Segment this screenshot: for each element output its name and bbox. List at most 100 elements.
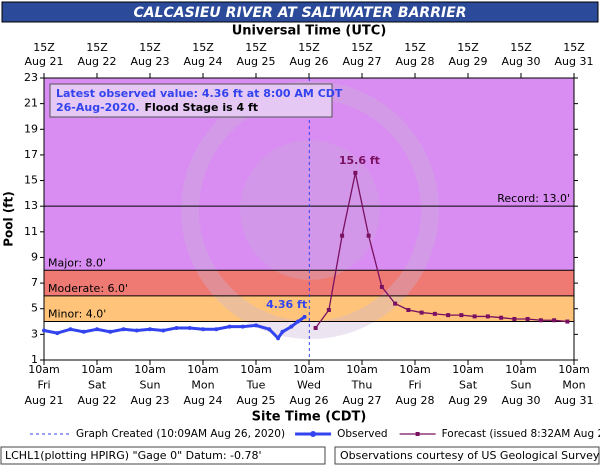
x-tick-label: 10am bbox=[28, 363, 59, 376]
x-tick-label: Aug 28 bbox=[396, 394, 435, 407]
series-line bbox=[315, 172, 568, 329]
value-label: 15.6 ft bbox=[339, 154, 380, 167]
forecast-point bbox=[565, 319, 570, 324]
x-tick-label: Mon bbox=[562, 379, 585, 392]
footer-box bbox=[0, 446, 326, 465]
threshold-label: Moderate: 6.0' bbox=[48, 282, 128, 295]
x-tick-label: Aug 24 bbox=[184, 394, 223, 407]
value-label: 4.36 ft bbox=[266, 298, 307, 311]
x-tick-label: Sun bbox=[140, 379, 161, 392]
footer-right: Observations courtesy of US Geological S… bbox=[340, 449, 600, 462]
observed-point bbox=[174, 325, 179, 330]
top-x-tick-label: Aug 26 bbox=[290, 55, 329, 68]
flood-stage: Flood Stage is 4 ft bbox=[144, 101, 258, 114]
forecast-point bbox=[538, 318, 543, 323]
top-x-tick-label: Aug 23 bbox=[131, 55, 170, 68]
forecast-point bbox=[525, 316, 530, 321]
footer-left: LCHL1(plotting HPIRG) "Gage 0" Datum: -0… bbox=[5, 449, 262, 462]
title-bar bbox=[1, 1, 599, 23]
forecast-point bbox=[485, 314, 490, 319]
forecast-point bbox=[459, 313, 464, 318]
top-x-tick-label: Aug 22 bbox=[78, 55, 117, 68]
chart-title: CALCASIEU RIVER AT SALTWATER BARRIER bbox=[133, 5, 466, 21]
top-x-tick-label: Aug 31 bbox=[555, 55, 594, 68]
threshold-label: Major: 8.0' bbox=[48, 256, 106, 269]
x-tick-label: 10am bbox=[81, 363, 112, 376]
top-x-tick-label: 15Z bbox=[86, 41, 108, 54]
y-tick-label: 11 bbox=[24, 225, 38, 238]
observed-point bbox=[55, 331, 60, 336]
forecast-point bbox=[353, 170, 358, 175]
x-tick-label: 10am bbox=[399, 363, 430, 376]
x-tick-label: Fri bbox=[37, 379, 50, 392]
x-tick-label: 10am bbox=[346, 363, 377, 376]
observed-point bbox=[276, 336, 281, 341]
x-tick-label: Aug 26 bbox=[290, 394, 329, 407]
x-tick-label: Sat bbox=[459, 379, 478, 392]
forecast-point bbox=[432, 311, 437, 316]
observed-point bbox=[108, 329, 113, 334]
x-tick-label: Aug 25 bbox=[237, 394, 276, 407]
top-x-tick-label: 15Z bbox=[457, 41, 479, 54]
record-label: Record: 13.0' bbox=[497, 192, 570, 205]
x-tick-label: Sat bbox=[88, 379, 107, 392]
y-tick-label: 1 bbox=[31, 353, 38, 366]
info-box bbox=[49, 83, 333, 118]
observed-point bbox=[201, 327, 205, 332]
x-tick-label: 10am bbox=[558, 363, 589, 376]
top-axis-title: Universal Time (UTC) bbox=[232, 24, 387, 39]
forecast-point bbox=[446, 313, 451, 318]
plot-border bbox=[43, 77, 575, 361]
x-tick-label: Aug 23 bbox=[131, 394, 170, 407]
observed-point bbox=[289, 324, 294, 329]
top-x-tick-label: Aug 25 bbox=[237, 55, 276, 68]
legend-label: Graph Created (10:09AM Aug 26, 2020) bbox=[76, 428, 285, 440]
y-tick-label: 21 bbox=[24, 97, 38, 110]
forecast-point bbox=[379, 284, 384, 289]
y-tick-label: 23 bbox=[24, 71, 38, 84]
forecast-point bbox=[340, 233, 345, 238]
top-x-tick-label: Aug 24 bbox=[184, 55, 223, 68]
top-x-tick-label: Aug 28 bbox=[396, 55, 435, 68]
x-tick-label: 10am bbox=[293, 363, 324, 376]
x-tick-label: Mon bbox=[191, 379, 214, 392]
legend-label: Observed bbox=[337, 428, 388, 440]
forecast-point bbox=[393, 301, 398, 306]
top-x-tick-label: Aug 27 bbox=[343, 55, 382, 68]
y-tick-label: 17 bbox=[24, 148, 38, 161]
forecast-point bbox=[472, 314, 477, 319]
observed-point bbox=[280, 329, 285, 334]
x-tick-label: 10am bbox=[187, 363, 218, 376]
x-tick-label: Sun bbox=[511, 379, 532, 392]
observed-point bbox=[214, 327, 219, 332]
observed-point bbox=[121, 327, 126, 332]
x-tick-label: 10am bbox=[134, 363, 165, 376]
observed-point bbox=[302, 314, 307, 319]
observed-point bbox=[161, 328, 166, 333]
forecast-point bbox=[552, 318, 557, 323]
observed-point bbox=[295, 319, 300, 324]
x-tick-label: 10am bbox=[505, 363, 536, 376]
observed-point bbox=[227, 324, 232, 329]
observed-point bbox=[267, 327, 272, 332]
observed-point bbox=[187, 325, 192, 330]
x-tick-label: Wed bbox=[297, 379, 321, 392]
x-tick-label: 10am bbox=[240, 363, 271, 376]
top-x-tick-label: 15Z bbox=[33, 41, 55, 54]
observed-point bbox=[240, 324, 245, 329]
forecast-point bbox=[419, 310, 424, 315]
y-axis-title: Pool (ft) bbox=[2, 191, 16, 247]
forecast-point bbox=[406, 308, 411, 313]
legend-label: Forecast (issued 8:32AM Aug 26) bbox=[442, 428, 600, 440]
y-tick-label: 5 bbox=[31, 302, 38, 315]
observed-point bbox=[68, 327, 73, 332]
x-tick-label: Aug 29 bbox=[449, 394, 488, 407]
y-tick-label: 3 bbox=[31, 327, 38, 340]
observed-point bbox=[148, 327, 152, 332]
observed-point bbox=[42, 328, 46, 333]
info-line: 26-Aug-2020. bbox=[56, 101, 139, 114]
observed-point bbox=[254, 323, 258, 328]
forecast-point bbox=[512, 316, 517, 321]
top-x-tick-label: 15Z bbox=[351, 41, 373, 54]
top-x-tick-label: 15Z bbox=[510, 41, 532, 54]
